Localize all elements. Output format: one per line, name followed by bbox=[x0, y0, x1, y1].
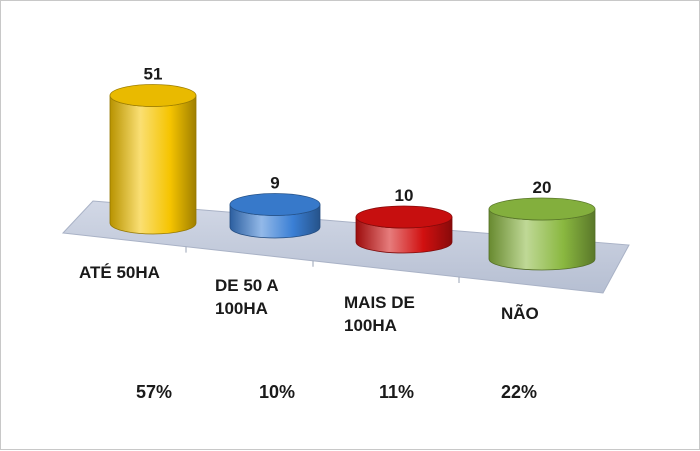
bar-top bbox=[229, 193, 321, 216]
percentage-label-mais-de-100ha: 11% bbox=[379, 382, 415, 402]
bar-cylinder-0 bbox=[109, 84, 197, 235]
bar-cylinder-2 bbox=[355, 205, 453, 254]
category-label-de-50-a-100ha: DE 50 A 100HA bbox=[215, 276, 279, 318]
data-label: 51 bbox=[144, 65, 163, 84]
bar-cylinder-3 bbox=[488, 197, 596, 271]
bar-cylinder-1 bbox=[229, 193, 321, 239]
category-label-mais-de-100ha: MAIS DE 100HA bbox=[344, 293, 415, 335]
percentage-label-ate-50ha: 57% bbox=[136, 382, 173, 402]
percentage-label-de-50-a-100ha: 10% bbox=[259, 382, 296, 402]
data-label: 9 bbox=[270, 174, 279, 193]
data-label: 20 bbox=[533, 178, 552, 197]
bar-top bbox=[109, 84, 197, 107]
bar-top bbox=[355, 205, 453, 229]
bar-top bbox=[488, 197, 596, 221]
category-label-nao: NÃO bbox=[501, 304, 539, 323]
category-label-ate-50ha: ATÉ 50HA bbox=[79, 263, 160, 282]
percentage-label-nao: 22% bbox=[501, 382, 538, 402]
floor-plane bbox=[61, 200, 630, 294]
data-label: 10 bbox=[395, 186, 414, 205]
bar-body bbox=[109, 95, 197, 235]
